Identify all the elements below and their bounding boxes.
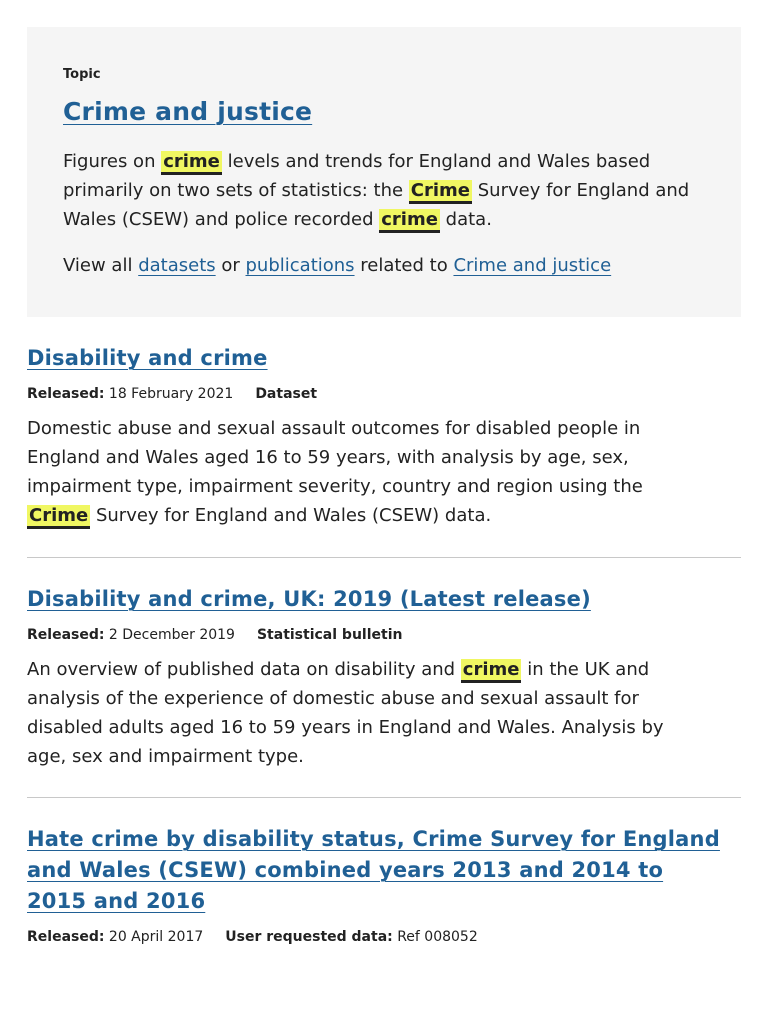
released-label: Released:: [27, 386, 105, 402]
topic-title-link[interactable]: Crime and justice: [63, 97, 313, 126]
or-text: or: [215, 255, 246, 276]
description-text: Figures on: [63, 151, 162, 172]
released-date: 20 April 2017: [108, 929, 204, 945]
topic-panel: Topic Crime and justice Figures on crime…: [27, 27, 741, 317]
description-text: Domestic abuse and sexual assault outcom…: [27, 418, 643, 497]
result-divider: [27, 557, 741, 558]
content-type-value: Ref 008052: [397, 929, 478, 945]
result-meta: Released: 2 December 2019 Statistical bul…: [27, 625, 741, 645]
result-description: Domestic abuse and sexual assault outcom…: [27, 414, 687, 530]
result-meta: Released: 20 April 2017 User requested da…: [27, 927, 741, 947]
result-title-link[interactable]: Disability and crime: [27, 346, 268, 370]
content-type-label: Statistical bulletin: [256, 627, 403, 643]
view-all-prefix: View all: [63, 255, 139, 276]
description-text: levels and trends for England and Wales …: [63, 151, 651, 201]
content-type-label: Dataset: [255, 386, 318, 402]
released-date: 2 December 2019: [108, 627, 235, 643]
datasets-link[interactable]: datasets: [138, 255, 216, 276]
topic-links: View all datasets or publications relate…: [63, 251, 611, 280]
search-term-highlight: crime: [379, 209, 440, 233]
search-term-highlight: Crime: [408, 180, 473, 204]
result-divider: [27, 797, 741, 798]
result-title-link[interactable]: Hate crime by disability status, Crime S…: [27, 827, 720, 913]
released-label: Released:: [27, 627, 105, 643]
search-term-highlight: Crime: [27, 505, 91, 529]
publications-link[interactable]: publications: [245, 255, 355, 276]
result-item: Disability and crime Released: 18 Februa…: [27, 343, 741, 530]
description-text: Survey for England and Wales (CSEW) data…: [90, 505, 492, 526]
result-meta: Released: 18 February 2021 Dataset: [27, 384, 741, 404]
released-date: 18 February 2021: [108, 386, 234, 402]
topic-related-link[interactable]: Crime and justice: [453, 255, 612, 276]
search-term-highlight: crime: [161, 151, 222, 175]
search-term-highlight: crime: [460, 659, 522, 683]
description-text: Survey for England and Wales (CSEW) and …: [63, 180, 690, 230]
description-text: in the UK and analysis of the experience…: [27, 659, 664, 767]
related-to-text: related to: [354, 255, 454, 276]
topic-description: Figures on crime levels and trends for E…: [63, 147, 713, 234]
topic-label: Topic: [63, 67, 101, 82]
result-item: Hate crime by disability status, Crime S…: [27, 824, 741, 947]
result-title-link[interactable]: Disability and crime, UK: 2019 (Latest r…: [27, 587, 591, 611]
description-text: data.: [439, 209, 492, 230]
description-text: An overview of published data on disabil…: [27, 659, 461, 680]
result-item: Disability and crime, UK: 2019 (Latest r…: [27, 584, 741, 771]
released-label: Released:: [27, 929, 105, 945]
content-type-label: User requested data:: [225, 929, 393, 945]
result-description: An overview of published data on disabil…: [27, 655, 687, 771]
